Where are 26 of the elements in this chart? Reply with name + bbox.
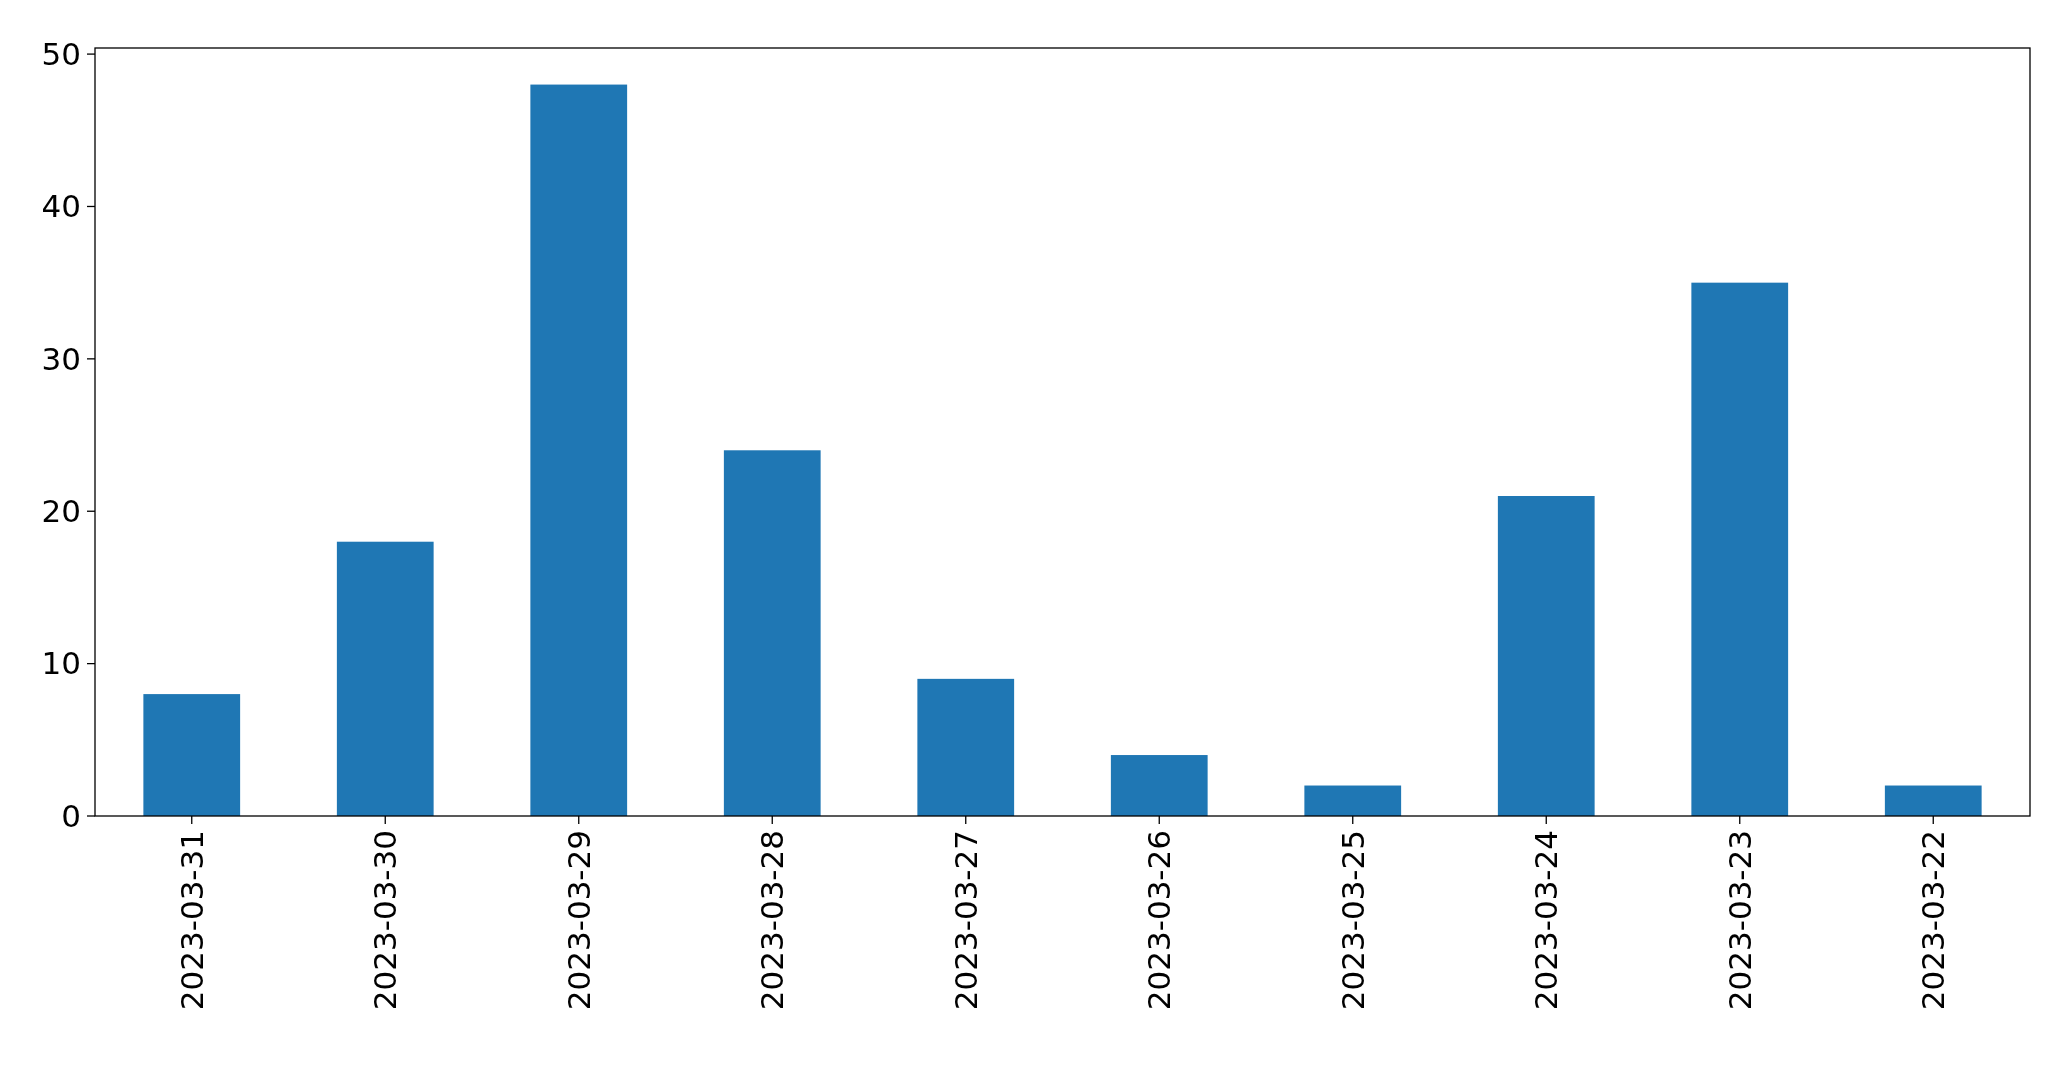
bar (1304, 785, 1402, 816)
y-tick-label: 40 (41, 188, 81, 225)
y-tick-label: 10 (41, 645, 81, 682)
bar (1110, 755, 1208, 816)
bar (143, 694, 241, 816)
x-tick-label: 2023-03-27 (947, 830, 984, 1011)
x-tick-label: 2023-03-30 (367, 830, 404, 1011)
bar (1884, 785, 1982, 816)
x-tick-label: 2023-03-29 (560, 830, 597, 1011)
bar (1691, 282, 1789, 816)
y-tick-label: 20 (41, 493, 81, 530)
x-tick-label: 2023-03-24 (1528, 830, 1565, 1011)
y-tick-label: 0 (61, 797, 81, 834)
y-tick-label: 50 (41, 35, 81, 72)
bar (530, 84, 628, 816)
bar (917, 678, 1015, 816)
x-tick-label: 2023-03-25 (1334, 830, 1371, 1011)
x-tick-label: 2023-03-23 (1721, 830, 1758, 1011)
x-tick-label: 2023-03-31 (173, 830, 210, 1011)
bar (723, 450, 821, 816)
x-tick-label: 2023-03-22 (1915, 830, 1952, 1011)
bar (336, 541, 434, 816)
x-tick-label: 2023-03-28 (754, 830, 791, 1011)
x-tick-label: 2023-03-26 (1141, 830, 1178, 1011)
bar (1497, 496, 1595, 816)
y-tick-label: 30 (41, 340, 81, 377)
